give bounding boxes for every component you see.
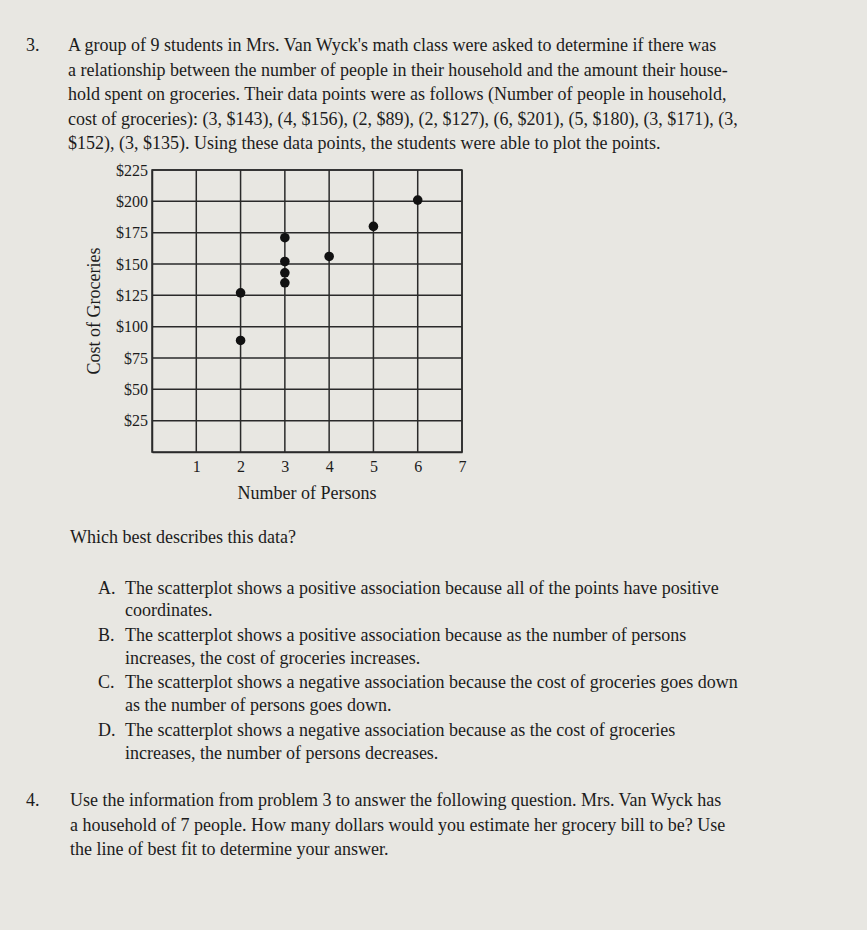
grid-line: [152, 357, 462, 359]
problem-number: 4.: [26, 790, 40, 810]
y-axis-title: Cost of Groceries: [84, 248, 104, 375]
x-tick-label: 2: [237, 458, 245, 475]
worksheet-text: 3. A group of 9 students in Mrs. Van Wyck…: [26, 35, 738, 859]
option-letter: C.: [98, 672, 115, 692]
y-tick-label: $200: [116, 193, 148, 210]
y-tick: $150: [116, 256, 152, 273]
y-tick: $225: [116, 162, 152, 179]
x-tick-label: 4: [326, 458, 334, 475]
option-text: The scatterplot shows a negative associa…: [125, 672, 738, 692]
y-tick: $100: [116, 318, 152, 335]
option-text: increases, the number of persons decreas…: [125, 743, 438, 763]
x-axis-line: [153, 452, 463, 454]
problem-text: Use the information from problem 3 to an…: [70, 790, 721, 810]
grid-line: [152, 326, 462, 328]
problem-number: 3.: [26, 35, 40, 55]
x-axis: 1 2 3 4 5 6 7: [153, 452, 467, 475]
problem-text: a household of 7 people. How many dollar…: [70, 815, 725, 835]
y-tick: $50: [124, 381, 152, 398]
problem-text: cost of groceries): (3, $143), (4, $156)…: [68, 109, 738, 130]
x-tick-label: 1: [193, 458, 201, 475]
y-tick-label: $225: [116, 162, 148, 179]
problem-text: hold spent on groceries. Their data poin…: [68, 84, 727, 105]
x-tick-label: 7: [459, 458, 467, 475]
x-tick-label: 5: [370, 458, 378, 475]
point: [280, 257, 290, 267]
y-tick: $200: [116, 193, 152, 210]
y-tick-label: $125: [116, 287, 148, 304]
question: Which best describes this data?: [70, 527, 296, 547]
grid-line: [240, 170, 242, 452]
x-tick: 1: [193, 452, 201, 475]
x-axis-title: Number of Persons: [238, 483, 377, 503]
grid-line: [196, 170, 198, 452]
y-axis-line: [152, 171, 154, 453]
x-tick: 3: [281, 452, 289, 475]
x-tick: 5: [370, 452, 378, 475]
point: [324, 252, 334, 262]
y-tick-label: $25: [124, 412, 148, 429]
y-tick-label: $175: [116, 224, 148, 241]
grid-line: [152, 420, 462, 422]
problem-text: a relationship between the number of peo…: [68, 60, 728, 80]
point: [236, 288, 246, 298]
problem-text: A group of 9 students in Mrs. Van Wyck's…: [68, 35, 716, 55]
y-tick-label: $50: [124, 381, 148, 398]
x-tick: 7: [459, 452, 467, 475]
y-tick: $25: [124, 412, 152, 429]
y-tick-label: $75: [124, 350, 148, 367]
x-tick: 4: [326, 452, 334, 475]
y-tick: $75: [124, 350, 152, 367]
y-tick-label: $100: [116, 318, 148, 335]
problem-text: the line of best fit to determine your a…: [70, 839, 388, 859]
y-tick: $175: [116, 224, 152, 241]
grid-line: [152, 232, 462, 234]
option-text: The scatterplot shows a positive associa…: [125, 578, 719, 598]
option-text: increases, the cost of groceries increas…: [125, 648, 420, 668]
grid-line: [152, 389, 462, 391]
point: [236, 336, 246, 346]
point: [369, 222, 379, 232]
point: [413, 195, 423, 205]
y-tick: $125: [116, 287, 152, 304]
option-text: The scatterplot shows a positive associa…: [125, 625, 686, 645]
grid-line: [417, 170, 419, 452]
grid: [152, 170, 462, 452]
option-text: The scatterplot shows a negative associa…: [125, 720, 675, 740]
point: [280, 233, 290, 243]
y-tick-label: $150: [116, 256, 148, 273]
problem-text: $152), (3, $135). Using these data point…: [68, 133, 660, 154]
y-axis: $25 $50 $75 $100 $125 $150 $175 $200 $225: [116, 162, 153, 453]
grid-line: [373, 170, 375, 452]
grid-line: [328, 170, 330, 452]
points: [236, 195, 423, 345]
grid-line: [284, 170, 286, 452]
grid-line: [152, 295, 462, 297]
x-tick-label: 6: [414, 458, 422, 475]
point: [280, 268, 290, 278]
option-letter: B.: [98, 625, 115, 645]
x-tick: 2: [237, 452, 245, 475]
x-tick-label: 3: [281, 458, 289, 475]
option-letter: A.: [98, 578, 116, 598]
scatter-chart: 1 2 3 4 5 6 7 $25 $50 $75 $100 $125 $150 $175 $200 $225…: [84, 162, 467, 503]
plot-frame: [152, 170, 462, 452]
point: [280, 278, 290, 288]
grid-line: [152, 263, 462, 265]
option-text: coordinates.: [125, 600, 212, 620]
option-text: as the number of persons goes down.: [125, 695, 391, 715]
page: 3. A group of 9 students in Mrs. Van Wyck…: [0, 0, 867, 930]
option-letter: D.: [98, 720, 116, 740]
x-tick: 6: [414, 452, 422, 475]
